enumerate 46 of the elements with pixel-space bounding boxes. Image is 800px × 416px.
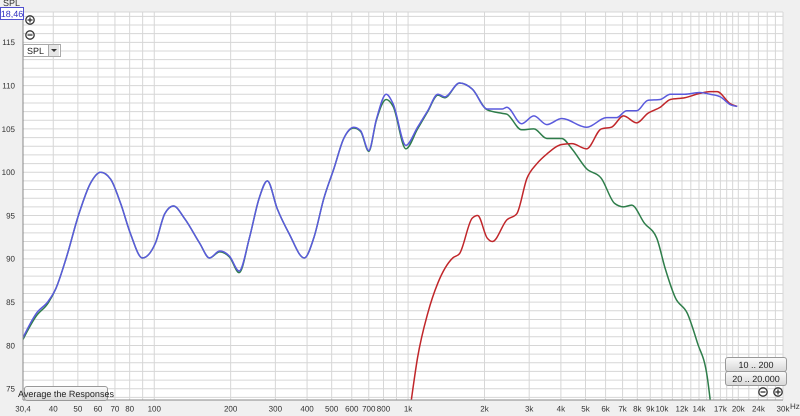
y-tick-label: 115 <box>2 38 16 48</box>
y-tick-label: 100 <box>2 168 16 178</box>
x-tick-label: 4k <box>556 404 566 414</box>
x-tick-label: 80 <box>125 404 135 414</box>
x-tick-label: 800 <box>376 404 391 414</box>
x-tick-label: 50 <box>73 404 83 414</box>
annotation: 10 .. 200 <box>738 360 774 370</box>
x-tick-label: 17k <box>714 404 728 414</box>
x-tick-label: 12k <box>676 404 690 414</box>
x-tick-label: 100 <box>148 404 162 414</box>
x-tick-label: 200 <box>224 404 238 414</box>
x-tick-label: 300 <box>268 404 283 414</box>
annotation: Average the Responses <box>18 388 114 398</box>
annotation: 20 .. 20.000 <box>732 374 780 384</box>
x-tick-label: 6k <box>601 404 611 414</box>
x-tick-label: 20k <box>732 404 746 414</box>
y-tick-label: 85 <box>6 298 16 307</box>
x-tick-label: 14k <box>692 404 706 414</box>
x-tick-label: 2k <box>480 404 490 414</box>
x-tick-label: 30,4 <box>15 404 32 414</box>
x-tick-label: 24k <box>752 404 766 414</box>
x-tick-label: 60 <box>93 404 103 414</box>
x-tick-label: 1k <box>404 404 414 414</box>
x-tick-label: 10k <box>655 404 670 414</box>
x-tick-label: 400 <box>300 404 314 414</box>
x-tick-label: 500 <box>324 404 339 414</box>
y-axis-title: SPL <box>3 0 20 8</box>
y-tick-label: 75 <box>6 384 16 394</box>
annotation: SPL <box>27 46 44 56</box>
y-tick-label: 80 <box>6 341 16 350</box>
x-tick-label: 7k <box>618 404 628 414</box>
x-tick-label: 3k <box>524 404 534 414</box>
x-tick-label: 8k <box>633 404 643 414</box>
x-tick-label: 70 <box>110 404 120 414</box>
x-tick-label: 30k <box>776 404 790 414</box>
y-tick-label: 105 <box>2 124 16 134</box>
x-tick-label: 600 <box>345 404 359 414</box>
x-tick-label: 9k <box>646 404 656 414</box>
y-tick-label: 95 <box>6 211 16 220</box>
x-tick-label: 40 <box>48 404 58 414</box>
annotation: 18,46 <box>0 8 24 18</box>
y-tick-label: 110 <box>2 81 16 90</box>
y-tick-label: 90 <box>6 254 16 264</box>
x-axis-title: Hz <box>790 402 800 411</box>
x-tick-label: 5k <box>581 404 591 414</box>
x-tick-label: 700 <box>362 404 376 414</box>
